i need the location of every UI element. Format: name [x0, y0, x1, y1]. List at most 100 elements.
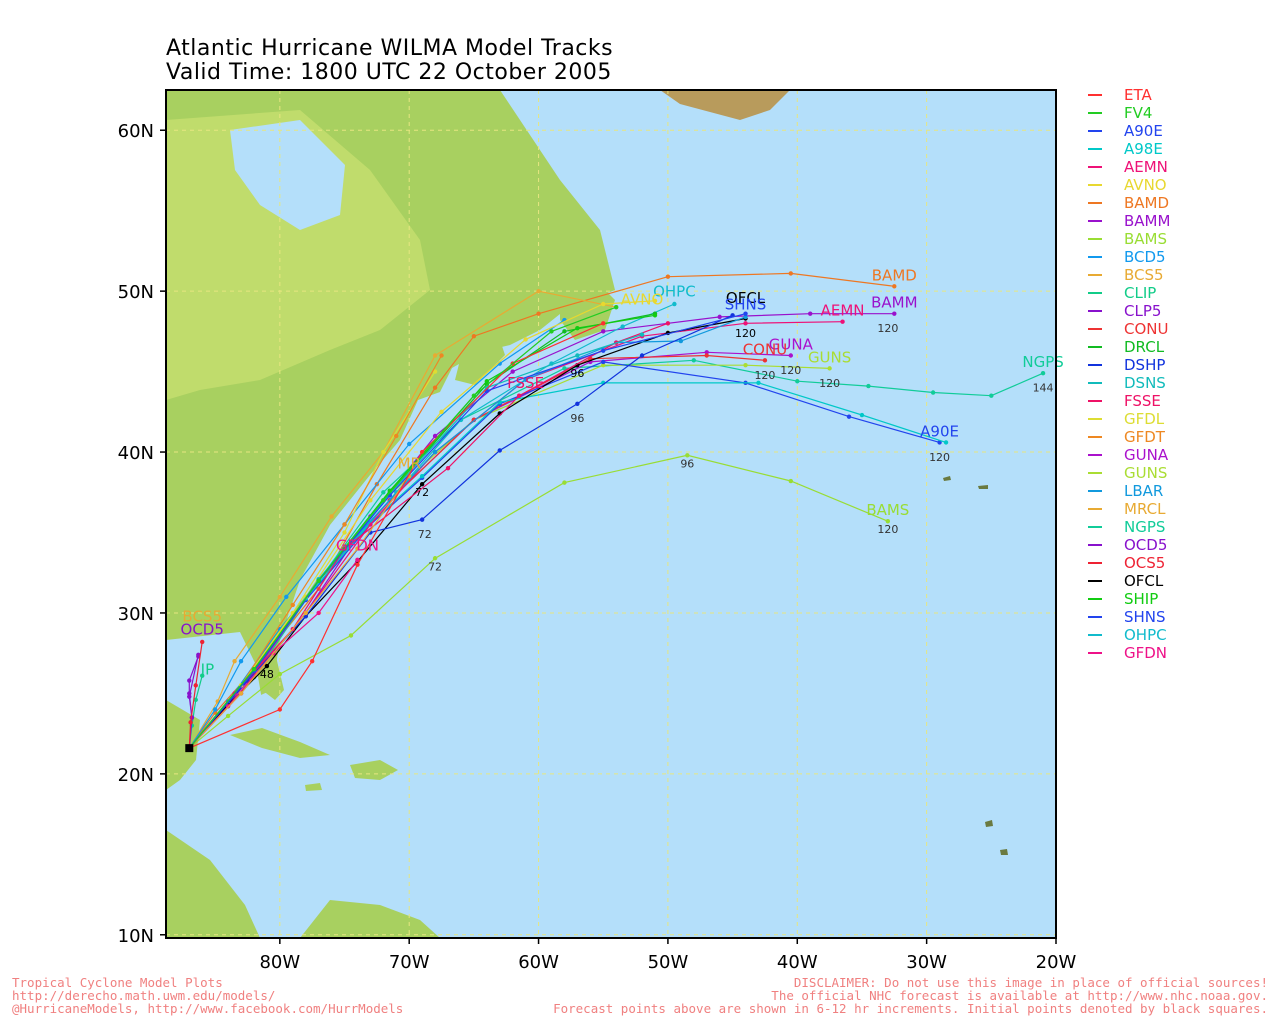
canary-islands — [985, 820, 1008, 855]
track-point — [795, 379, 800, 384]
track-point — [471, 417, 477, 423]
track-point — [704, 350, 709, 355]
track-point — [510, 369, 515, 374]
track-point — [866, 383, 871, 389]
florida — [240, 600, 284, 700]
legend-label: AVNO — [1124, 176, 1167, 194]
track-point — [445, 465, 451, 471]
legend-swatch — [1088, 202, 1102, 204]
legend-swatch — [1088, 490, 1102, 492]
track-point — [575, 353, 580, 358]
track-point — [601, 362, 606, 368]
track-point — [355, 562, 360, 567]
track-point — [620, 324, 625, 329]
forecast-hour-label: 120 — [735, 327, 756, 340]
track-point — [691, 358, 696, 363]
legend-swatch — [1088, 418, 1102, 420]
track-point — [238, 691, 244, 696]
track-point — [212, 707, 218, 712]
lon-tick-label: 60W — [518, 952, 559, 973]
track-point — [989, 393, 994, 398]
forecast-hour-label: 120 — [754, 369, 775, 382]
track-point — [601, 348, 606, 353]
lat-tick-label: 30N — [118, 604, 154, 625]
track-point — [1040, 371, 1046, 376]
legend-label: BAMS — [1124, 230, 1168, 248]
legend-label: OFCL — [1124, 572, 1164, 590]
track-point — [419, 473, 425, 479]
track-point — [316, 578, 321, 583]
legend-item: SHIP — [1088, 590, 1278, 608]
track-point — [309, 659, 315, 664]
legend-label: GUNS — [1124, 464, 1168, 482]
legend-item: OCD5 — [1088, 536, 1278, 554]
track-point — [225, 713, 231, 719]
track-name-label: GUNA — [769, 336, 814, 354]
track-point — [859, 412, 865, 418]
track-name-label: SHNS — [725, 295, 767, 313]
legend-swatch — [1088, 346, 1102, 348]
legend-item: OCS5 — [1088, 554, 1278, 572]
footer-left-line: @HurricaneModels, http://www.facebook.co… — [12, 1001, 404, 1016]
forecast-hour-label: 120 — [819, 377, 840, 390]
legend-swatch — [1088, 382, 1102, 384]
track-point — [303, 610, 308, 616]
legend-label: BCD5 — [1124, 248, 1166, 266]
legend-label: BAMM — [1124, 212, 1171, 230]
track-point — [549, 329, 554, 334]
track-point — [601, 359, 606, 365]
track-point — [355, 546, 360, 551]
forecast-hour-label: 96 — [570, 412, 584, 425]
track-point — [381, 498, 386, 503]
legend-label: ETA — [1124, 86, 1152, 104]
track-point — [704, 353, 709, 358]
legend-item: FV4 — [1088, 104, 1278, 122]
track-point — [601, 329, 606, 334]
legend-label: OHPC — [1124, 626, 1167, 644]
forecast-note-line: Forecast points above are shown in 6-12 … — [553, 1001, 1268, 1016]
track-point — [672, 301, 677, 307]
track-point — [368, 498, 373, 503]
legend-swatch — [1088, 400, 1102, 402]
track-point — [329, 514, 334, 519]
legend-item: GFDL — [1088, 410, 1278, 428]
track-point — [284, 594, 289, 600]
track-point — [562, 480, 567, 485]
legend-swatch — [1088, 310, 1102, 312]
disclaimer-line: DISCLAIMER: Do not use this image in pla… — [793, 975, 1268, 990]
forecast-hour-label: 120 — [877, 523, 898, 536]
track-point — [665, 321, 671, 326]
legend-swatch — [1088, 526, 1102, 528]
nhc-link-line: The official NHC forecast is available a… — [771, 988, 1268, 1003]
track-point — [232, 659, 237, 664]
track-name-label: BCS5 — [182, 607, 222, 625]
legend-item: BAMS — [1088, 230, 1278, 248]
forecast-hour-label: 120 — [780, 364, 801, 377]
track-point — [562, 329, 567, 334]
legend-swatch — [1088, 652, 1102, 654]
hudson-bay — [230, 120, 345, 230]
track-name-label: CONU — [743, 340, 787, 358]
legend-item: FSSE — [1088, 392, 1278, 410]
track-point — [536, 311, 541, 316]
lat-tick-label: 10N — [118, 926, 154, 947]
track-point — [381, 449, 386, 455]
lon-tick-label: 70W — [389, 952, 430, 973]
track-point — [238, 659, 244, 664]
track-point — [788, 353, 794, 358]
track-point — [432, 353, 438, 358]
track-point — [316, 610, 321, 616]
legend-swatch — [1088, 328, 1102, 330]
legend-label: CLIP — [1124, 284, 1157, 302]
track-point — [639, 332, 645, 337]
track-point — [717, 314, 722, 320]
legend-label: LBAR — [1124, 482, 1164, 500]
cuba — [230, 728, 330, 758]
track-point — [355, 557, 360, 563]
track-point — [601, 301, 606, 307]
legend-item: GFDN — [1088, 644, 1278, 662]
legend-item: OHPC — [1088, 626, 1278, 644]
lat-tick-label: 50N — [118, 282, 154, 303]
track-point — [432, 556, 438, 561]
track-name-label: AVNO — [621, 290, 664, 308]
